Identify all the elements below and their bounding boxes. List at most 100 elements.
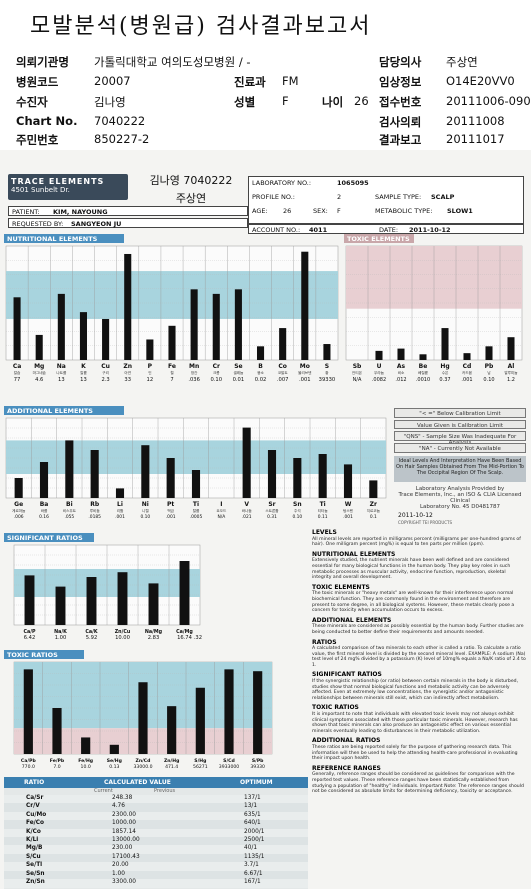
value-label: .001 (299, 377, 311, 383)
lab-logo-text: TRACE ELEMENTS (11, 177, 105, 186)
header-label: 병원코드 (16, 75, 59, 89)
category-label: Se/Hg (107, 758, 122, 764)
lab-logo-address: 4501 Sunbelt Dr. (11, 186, 70, 194)
bar (369, 480, 378, 498)
chart-svg: ADDITIONAL ELEMENTS Ge Ba Bi Rb Li Ni Pt Ti I V Sr S… (4, 406, 387, 520)
toxic-elements-chart: TOXIC ELEMENTS Sb U As Be Hg Cd Pb Al 안티몬 우라늄 비소 베릴륨… (344, 234, 526, 386)
category-label: Ni (142, 501, 149, 508)
bar (65, 440, 74, 498)
value-label: 1.2 (507, 377, 515, 383)
value-label: N/A (353, 377, 362, 383)
value-label: 0.10 (210, 377, 222, 383)
category-korean-label: 백금 (167, 508, 174, 513)
value-label: 2.3 (101, 377, 109, 383)
value-label: .0082 (372, 377, 386, 383)
category-label: Li (117, 501, 123, 508)
ratio-row: Ca/Sr 248.38 137/1 (4, 795, 308, 804)
category-label: Hg (440, 363, 449, 370)
additional-ratios-table: RATIO CALCULATED VALUE OPTIMUM Current P… (4, 777, 308, 889)
bar (117, 572, 128, 625)
explanation-text: The toxic minerals or "heavy metals" are… (312, 591, 515, 614)
category-label: Mg (34, 363, 44, 370)
report-title: 모발분석(병원급) 검사결과보고서 (30, 14, 372, 39)
header-row-4: Chart No. 7040222 검사의뢰 20111008 (16, 114, 526, 132)
field-label: ACCOUNT NO.: (252, 226, 301, 234)
lab-header: TRACE ELEMENTS 4501 Sunbelt Dr. 김나영 7040… (4, 172, 524, 234)
legend-text: Laboratory No. 45 D0481787 (419, 504, 501, 510)
legend-text: Ideal Levels And Interpretation Have Bee… (396, 458, 524, 476)
bar (166, 458, 175, 498)
category-label: Fe/Hg (78, 758, 93, 764)
category-korean-label: 텅스텐 (343, 508, 354, 513)
header-label: 결과보고 (379, 133, 422, 147)
category-label: Cd (463, 363, 472, 370)
bar (13, 297, 21, 360)
ratio-name: S/Cu (26, 853, 41, 860)
bar (35, 334, 43, 360)
ratio-row: Se/Sn 1.00 6.67/1 (4, 870, 308, 880)
lab-logo: TRACE ELEMENTS 4501 Sunbelt Dr. (8, 174, 128, 200)
bar (242, 427, 251, 498)
bar (318, 454, 327, 498)
category-label: Sr (268, 501, 275, 508)
interpretation-note: Ideal Levels And Interpretation Have Bee… (394, 456, 526, 482)
value-label: .006 (14, 514, 24, 520)
category-label: Sb (353, 363, 362, 370)
ratio-name: Mg/B (26, 845, 43, 852)
category-korean-label: 우라늄 (374, 370, 385, 375)
col-header-calculated: CALCULATED VALUE (104, 779, 171, 786)
value-label: .001 (166, 514, 176, 520)
chart-title: NUTRITIONAL ELEMENTS (7, 235, 98, 243)
handwritten-line: 주상연 (175, 192, 207, 205)
bar (179, 561, 190, 625)
value-label: 6.42 (24, 635, 36, 641)
ratio-table-header: RATIO CALCULATED VALUE OPTIMUM (4, 777, 308, 788)
ratio-optimum: 167/1 (244, 879, 261, 885)
header-value: 주상연 (446, 55, 478, 69)
value-label: .001 (115, 514, 125, 520)
bar (115, 488, 125, 498)
explanation-title: SIGNIFICANT RATIOS (312, 671, 382, 679)
header-value: 김나영 (94, 95, 126, 109)
explanation-title: TOXIC ELEMENTS (312, 583, 370, 591)
bar (57, 293, 65, 360)
profile-number: 2 (337, 193, 342, 201)
bar (323, 344, 331, 360)
ratio-row: K/Co 1857.14 2000/1 (4, 828, 308, 838)
category-korean-label: 니켈 (142, 508, 149, 513)
header-label: 접수번호 (379, 95, 422, 109)
category-label: Zn/Cu (115, 629, 131, 635)
bar (79, 312, 88, 360)
ratio-value: 248.38 (112, 795, 133, 801)
chart-svg: SIGNIFICANT RATIOS Ca/P Na/K Ca/K Zn/Cu Na/Mg… (4, 533, 202, 641)
header-label: 검사의뢰 (379, 115, 422, 129)
chart-title-bar (344, 234, 414, 243)
value-label: .0185 (88, 514, 101, 520)
account-row: ACCOUNT NO.: 4011 DATE: 2011-10-12 (248, 224, 524, 234)
signature-date: 2011-10-12 (398, 512, 433, 519)
header-label: 성별 (234, 95, 256, 109)
ratio-optimum: 6.67/1 (244, 870, 263, 877)
category-label: Na/Mg (145, 629, 163, 635)
category-korean-label: 나트륨 (56, 370, 67, 375)
category-korean-label: 요오드 (216, 509, 227, 513)
category-label: Zr (370, 501, 377, 508)
ratio-value: 4.76 (112, 803, 125, 810)
field-label: DATE: (379, 226, 399, 234)
bar (253, 671, 263, 754)
value-label: 13 (80, 377, 87, 383)
category-korean-label: 셀레늄 (233, 370, 244, 375)
category-label: Bi (66, 501, 73, 508)
field-label: PROFILE NO.: (252, 193, 295, 201)
category-korean-label: 황 (325, 370, 329, 375)
category-korean-label: 마그네슘 (33, 370, 47, 375)
lab-report-sheet: TRACE ELEMENTS 4501 Sunbelt Dr. 김나영 7040… (0, 150, 531, 889)
reference-band (6, 440, 386, 474)
category-label: S/Hg (194, 758, 206, 764)
category-label: Se (234, 363, 242, 370)
header-value: F (282, 94, 289, 108)
header-label: 주민번호 (16, 133, 59, 147)
value-label: 0.16 (39, 514, 49, 520)
category-label: B (258, 363, 263, 370)
category-korean-label: 탈륨 (193, 508, 200, 513)
